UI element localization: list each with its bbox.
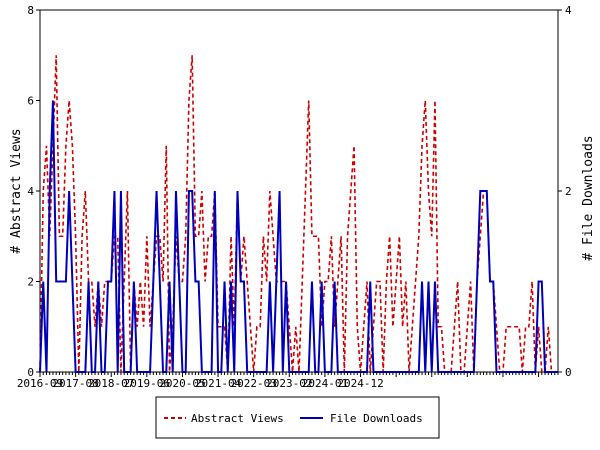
legend-label-abstract-views: Abstract Views <box>191 412 284 425</box>
y-tick-label: 4 <box>27 185 34 198</box>
y-axis-title: # Abstract Views <box>9 128 24 253</box>
legend: Abstract Views File Downloads <box>155 396 440 439</box>
y-tick-label: 0 <box>27 366 34 379</box>
y-tick-label: 2 <box>27 276 34 289</box>
x-tick-label: 2024-12 <box>337 377 383 390</box>
y2-tick-label: 0 <box>565 366 572 379</box>
x-tick-label: 2024-01 <box>302 377 348 390</box>
x-tick-label: 2023-02 <box>266 377 312 390</box>
plot-area <box>39 9 559 373</box>
y2-tick-label: 2 <box>565 185 572 198</box>
y2-axis-title: # File Downloads <box>581 135 596 260</box>
y-tick-label: 8 <box>27 4 34 17</box>
right-axis: 0 2 4 <box>558 4 572 379</box>
x-axis: 2016-092017-082018-072019-062020-052021-… <box>17 372 559 390</box>
x-tick-label: 2019-06 <box>124 377 170 390</box>
x-tick-label: 2020-05 <box>159 377 205 390</box>
x-tick-label: 2018-07 <box>88 377 134 390</box>
legend-label-file-downloads: File Downloads <box>330 412 423 425</box>
x-tick-label: 2021-04 <box>195 377 242 390</box>
y-tick-label: 6 <box>27 95 34 108</box>
x-tick-label: 2022-03 <box>230 377 276 390</box>
x-tick-label: 2016-09 <box>17 377 63 390</box>
y2-tick-label: 4 <box>565 4 572 17</box>
x-tick-label: 2017-08 <box>52 377 98 390</box>
legend-box <box>155 396 440 439</box>
left-axis: 0 2 4 6 8 <box>27 4 40 379</box>
